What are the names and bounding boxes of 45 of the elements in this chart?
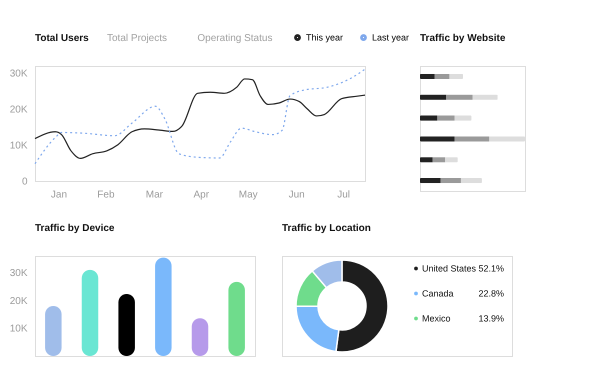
bar [437,115,455,121]
bar [228,282,245,356]
bar [82,270,98,356]
line-series [34,68,366,164]
legend-label: United States [422,264,477,274]
data-label: 52.1% [478,264,504,274]
line-series [34,78,366,159]
x-tick-label: Jun [288,190,305,200]
x-tick-label: Jan [50,190,68,200]
x-tick-label: Apr [194,190,210,200]
bar [454,136,490,142]
y-tick-label: 20K [10,296,28,307]
legend-label: Last year [372,32,410,43]
legend-label: Mexico [422,314,451,324]
data-label: 22.8% [478,288,504,298]
bar [420,178,440,184]
bar [118,294,135,356]
y-tick-label: 30K [10,268,28,280]
legend-label: Canada [422,288,454,298]
bar [460,178,482,184]
legend-label: This year [306,32,344,43]
chart-title: Traffic by Device [35,223,115,234]
bar [440,178,461,184]
x-tick-label: Feb [97,190,115,200]
y-tick-label: 0 [22,176,28,188]
chart-title: Total Users [35,33,90,44]
bar [420,115,438,121]
text: Operating Status [197,33,272,44]
x-tick-label: Jul [337,190,350,200]
bar [454,115,472,121]
y-tick-label: 20K [10,104,28,116]
chart-title: Traffic by Location [282,223,371,234]
bar [420,136,455,142]
x-tick-label: Mar [146,190,164,200]
bar [155,258,172,356]
y-tick-label: 10K [10,140,28,152]
y-tick-label: 10K [10,324,28,335]
x-tick-label: May [238,190,258,200]
text: Total Projects [107,33,168,44]
data-label: 13.9% [478,314,504,324]
bar [449,74,464,80]
bar [420,74,435,80]
bar [434,74,450,80]
chart-title: Traffic by Website [420,33,506,44]
y-tick-label: 30K [10,68,28,80]
